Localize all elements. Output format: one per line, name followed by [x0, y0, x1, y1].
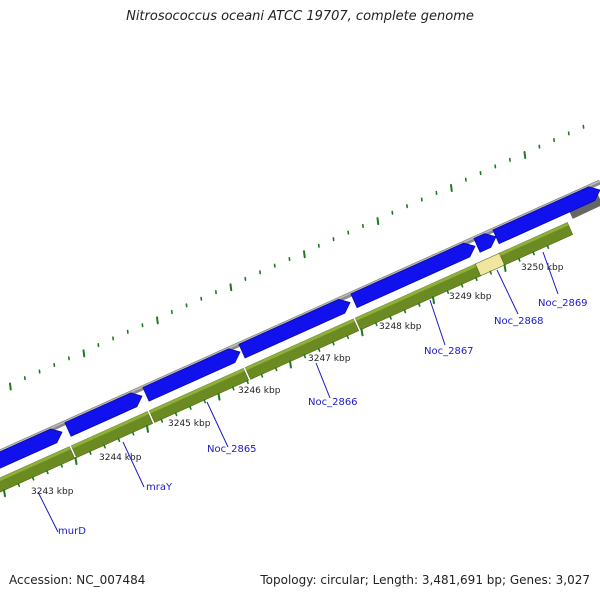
forward-gene-arrow[interactable]: [64, 392, 143, 437]
scale-tick-mark: [417, 302, 421, 307]
gene-label-noc_2868[interactable]: Noc_2868: [494, 316, 544, 327]
scale-tick-mark: [89, 450, 92, 455]
reverse-gene-segment[interactable]: [70, 411, 154, 459]
forward-gene-arrow[interactable]: [473, 233, 497, 253]
upper-tick-mark: [303, 250, 306, 259]
scale-tick-mark: [517, 257, 521, 262]
gene-label-noc_2869[interactable]: Noc_2869: [538, 298, 588, 309]
scale-tick-mark: [217, 392, 221, 401]
reverse-gene-shade: [0, 446, 71, 482]
reverse-gene-shade: [149, 368, 245, 414]
scale-tick-mark: [503, 263, 507, 272]
scale-label: 3248 kbp: [379, 322, 422, 332]
scale-tick-mark: [246, 380, 249, 385]
scale-tick-mark: [203, 399, 206, 404]
scale-tick-mark: [374, 322, 378, 327]
reverse-gene-shade: [499, 222, 569, 256]
scale-label: 3244 kbp: [99, 453, 142, 463]
scale-tick-mark: [289, 360, 292, 369]
upper-tick-mark: [82, 349, 86, 358]
scale-tick-mark: [389, 315, 392, 320]
upper-tick-mark: [156, 316, 159, 325]
scale-tick-mark: [103, 444, 106, 449]
scale-tick-mark: [489, 270, 493, 275]
upper-tick-mark: [523, 150, 527, 159]
gene-leader-line: [496, 269, 519, 315]
scale-tick-mark: [31, 476, 35, 481]
upper-tick-mark: [9, 382, 12, 391]
reverse-gene-shade: [71, 411, 149, 449]
scale-tick-mark: [160, 418, 164, 423]
scale-tick-mark: [303, 354, 307, 359]
upper-tick-mark: [229, 283, 233, 292]
scale-tick-mark: [46, 470, 49, 475]
gene-label-noc_2865[interactable]: Noc_2865: [207, 444, 257, 455]
scale-tick-mark: [260, 373, 264, 378]
scale-tick-mark: [74, 457, 78, 466]
reverse-gene-segment[interactable]: [498, 222, 574, 266]
upper-tick-mark: [376, 217, 380, 226]
scale-tick-mark: [403, 309, 407, 314]
scale-label: 3246 kbp: [238, 386, 281, 396]
scale-tick-mark: [232, 386, 235, 391]
scale-label: 3245 kbp: [168, 419, 211, 429]
gene-leader-line: [37, 491, 59, 533]
gene-leader-line: [315, 362, 331, 399]
scale-tick-mark: [546, 244, 550, 249]
reverse-gene-shade: [355, 263, 477, 321]
scale-tick-mark: [460, 283, 464, 288]
gene-leader-line: [206, 401, 229, 448]
gene-leader-line: [429, 299, 446, 346]
scale-tick-mark: [432, 296, 435, 305]
forward-gene-arrow[interactable]: [350, 242, 476, 309]
scale-label: 3243 kbp: [31, 487, 74, 497]
upper-tick-mark: [450, 184, 453, 193]
scale-tick-mark: [17, 482, 21, 488]
scale-tick-mark: [174, 412, 178, 417]
scale-tick-mark: [60, 463, 64, 468]
forward-gene-arrow[interactable]: [142, 348, 241, 402]
backbone-end-segment: [567, 193, 600, 219]
scale-tick-mark: [446, 289, 450, 295]
forward-gene-arrow[interactable]: [0, 428, 63, 471]
map-title: Nitrosococcus oceani ATCC 19707, complet…: [126, 9, 474, 24]
scale-tick-mark: [360, 328, 364, 337]
scale-tick-mark: [146, 424, 149, 433]
scale-tick-mark: [317, 347, 321, 352]
scale-label: 3249 kbp: [449, 292, 492, 302]
gene-label-noc_2866[interactable]: Noc_2866: [308, 397, 358, 408]
scale-tick-mark: [475, 277, 478, 282]
forward-gene-arrow[interactable]: [238, 298, 351, 359]
gene-label-mray[interactable]: mraY: [146, 482, 173, 493]
scale-tick-mark: [117, 437, 121, 443]
accession-text: Accession: NC_007484: [9, 573, 146, 587]
scale-tick-mark: [346, 334, 350, 340]
scale-tick-mark: [532, 251, 535, 256]
scale-tick-mark: [189, 405, 192, 410]
scale-tick-mark: [131, 431, 135, 436]
gene-leader-line: [542, 251, 559, 295]
scale-label: 3250 kbp: [521, 263, 564, 273]
reverse-gene-shade: [245, 318, 355, 371]
gene-label-murd[interactable]: murD: [58, 526, 86, 537]
gene-leader-line: [122, 441, 145, 488]
scale-tick-mark: [3, 489, 6, 498]
scale-tick-mark: [274, 367, 278, 372]
backbone-highlight: [0, 180, 600, 452]
gene-label-noc_2867[interactable]: Noc_2867: [424, 346, 474, 357]
scale-tick-mark: [332, 341, 335, 346]
topology-text: Topology: circular; Length: 3,481,691 bp…: [260, 573, 590, 587]
scale-label: 3247 kbp: [308, 354, 351, 364]
forward-gene-arrow[interactable]: [492, 186, 600, 245]
